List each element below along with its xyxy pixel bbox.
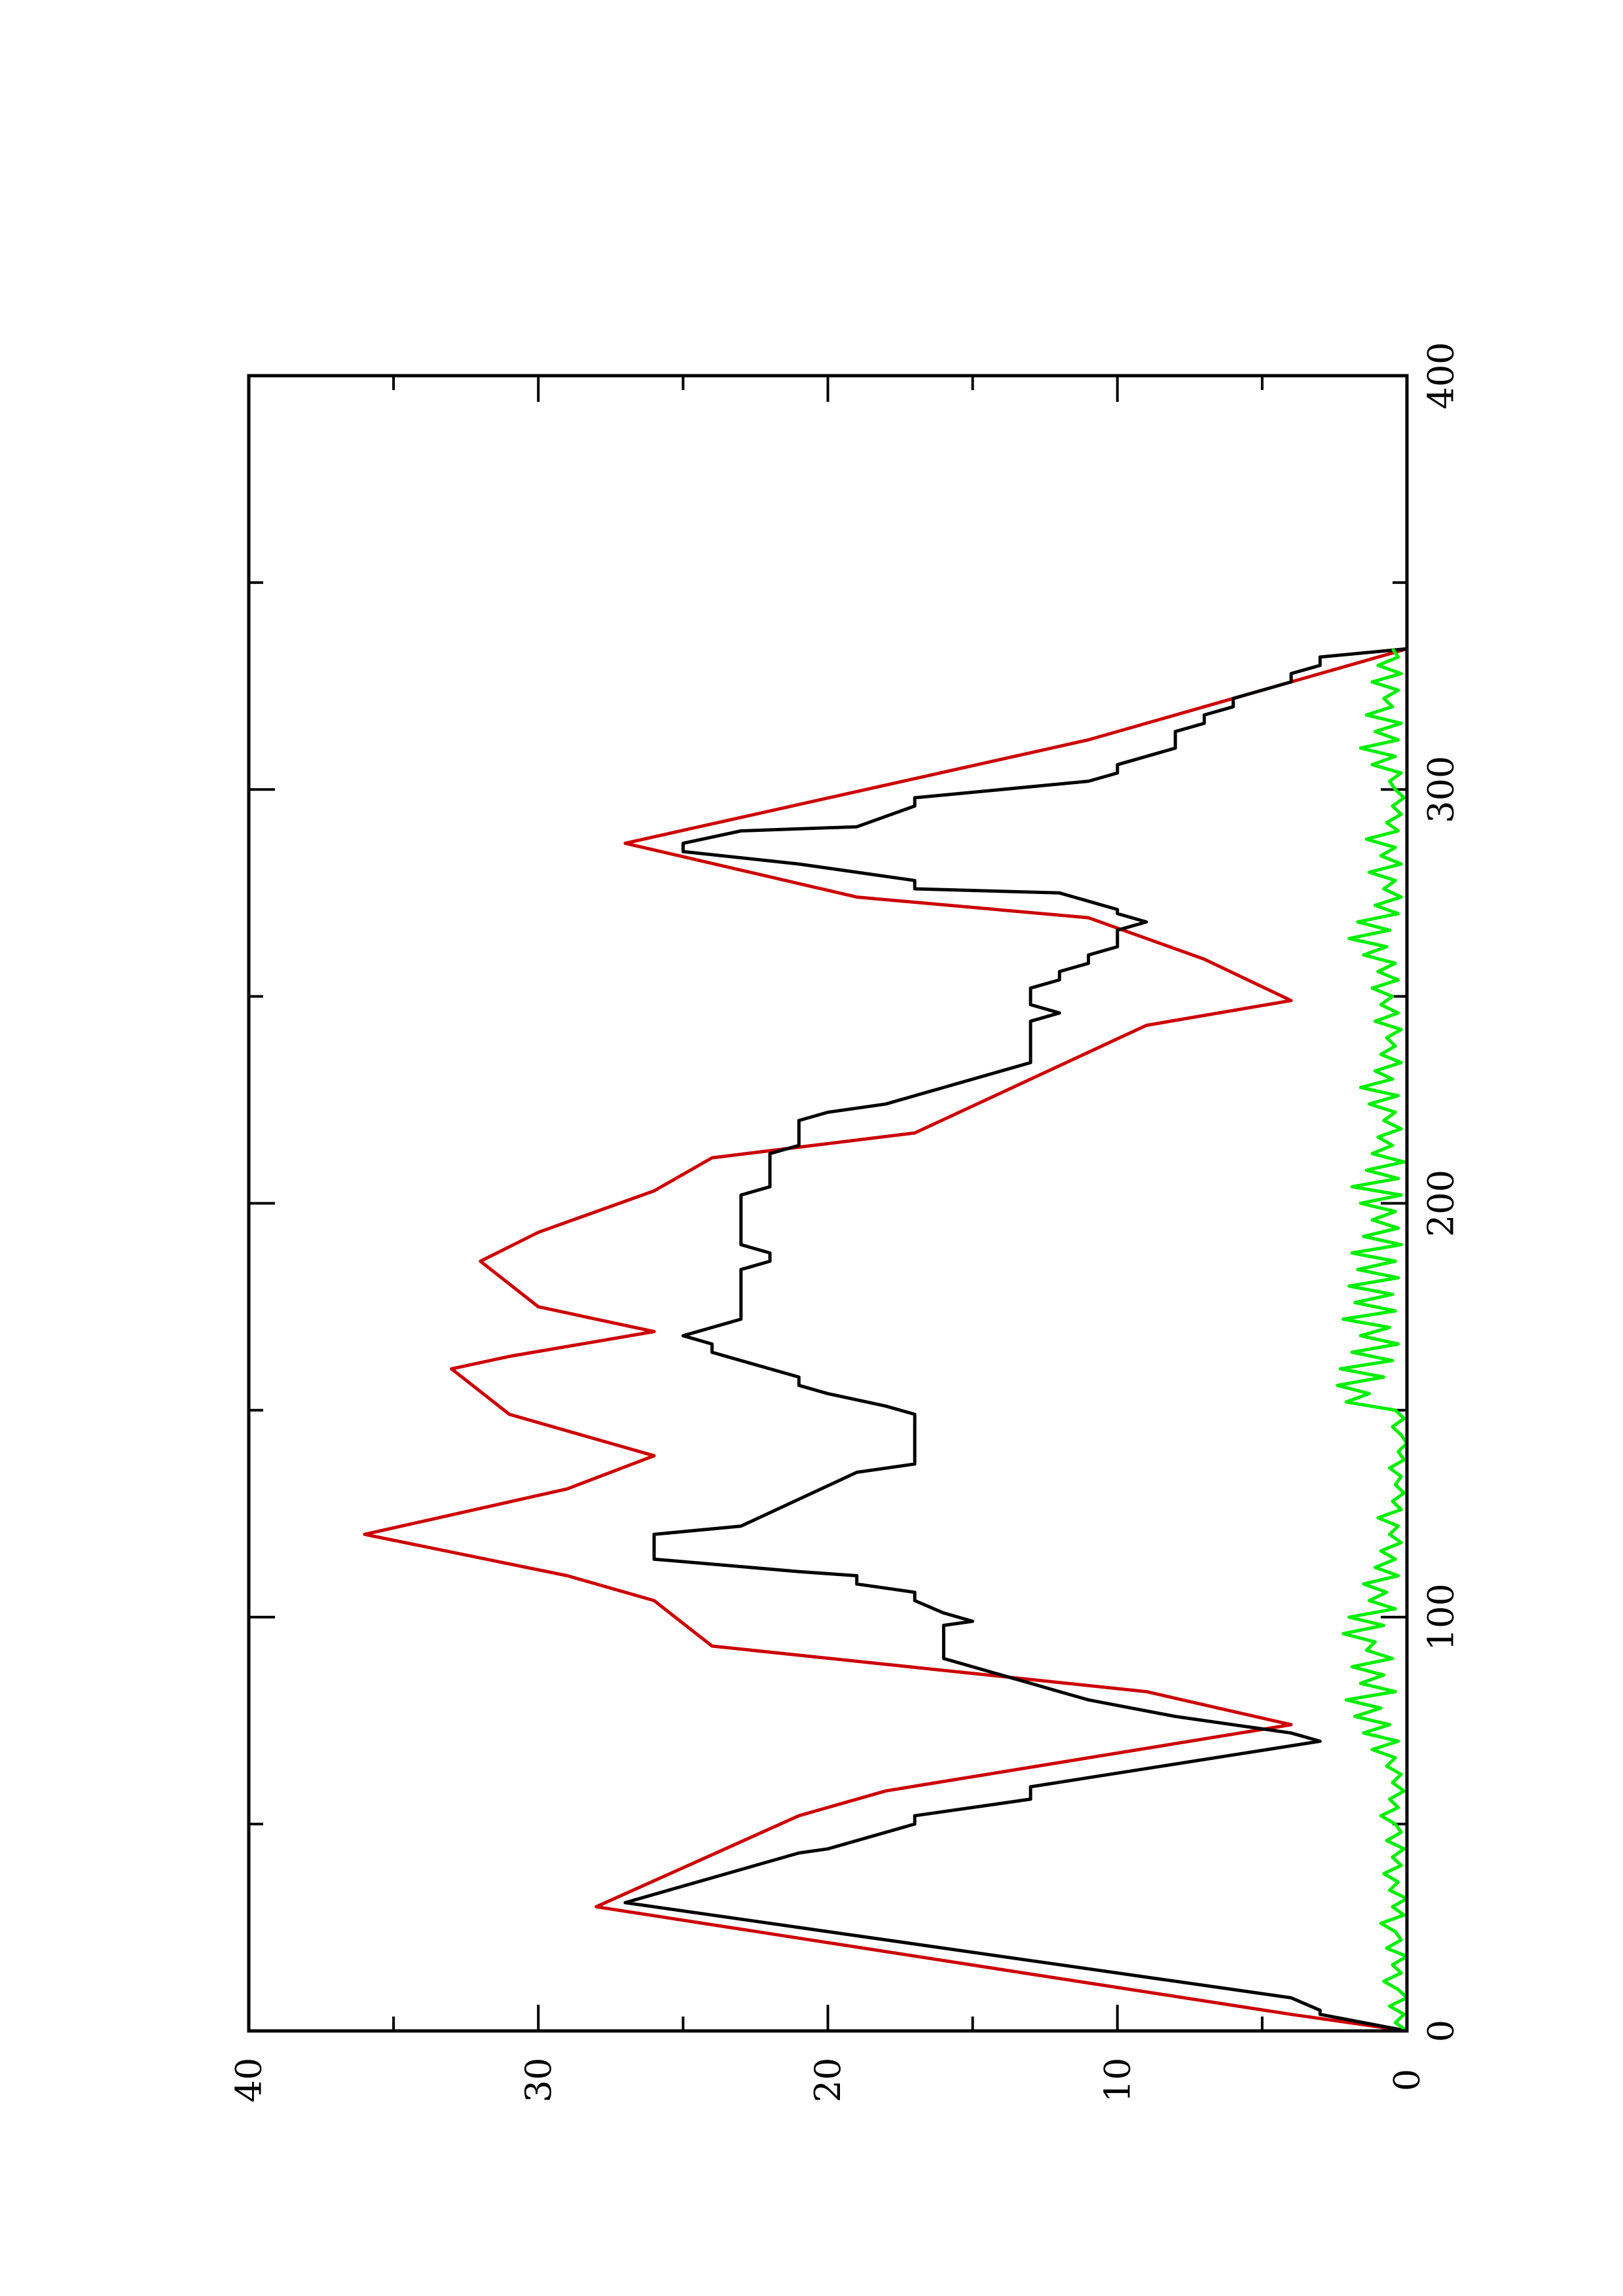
series-layer bbox=[363, 647, 1409, 2033]
tick-labels: 0 100 200 300 400 0 10 20 30 40 bbox=[228, 342, 1462, 2102]
y-tick-label: 10 bbox=[1097, 2058, 1138, 2103]
y-tick-label: 20 bbox=[807, 2058, 848, 2103]
green-series bbox=[1336, 647, 1409, 2033]
x-tick-label: 0 bbox=[1421, 2020, 1462, 2042]
x-tick-label: 200 bbox=[1421, 1170, 1462, 1237]
y-tick-label: 0 bbox=[1387, 2069, 1428, 2091]
x-tick-label: 400 bbox=[1421, 342, 1462, 409]
x-tick-label: 100 bbox=[1421, 1583, 1462, 1651]
y-tick-label: 40 bbox=[228, 2058, 270, 2103]
black-series bbox=[623, 647, 1408, 2033]
plot-frame bbox=[247, 374, 1409, 2033]
y-tick-label: 30 bbox=[518, 2058, 559, 2103]
x-tick-label: 300 bbox=[1421, 756, 1462, 823]
axis-ticks bbox=[247, 374, 1408, 2032]
red-step-series bbox=[363, 647, 1408, 2033]
